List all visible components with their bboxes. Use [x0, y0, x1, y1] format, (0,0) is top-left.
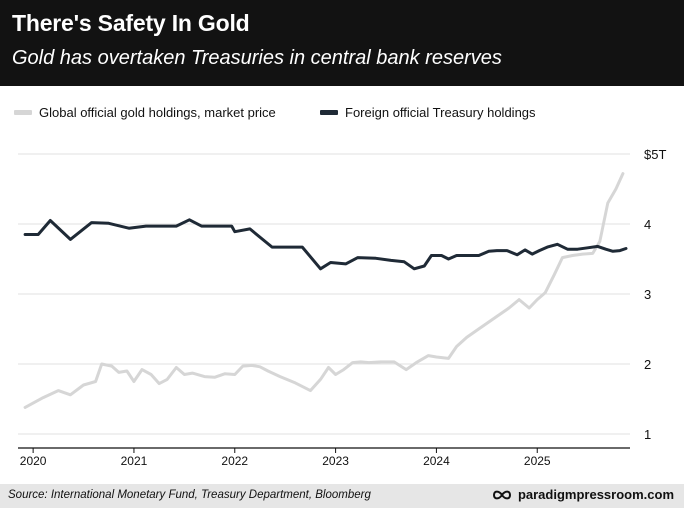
y-tick-label: 1 [644, 427, 651, 442]
infinity-icon [492, 490, 511, 499]
series-line-treasury [23, 218, 628, 271]
x-axis: 2020 2021 2022 2023 2024 2025 [18, 447, 630, 468]
brand-link[interactable]: paradigmpressroom.com [492, 487, 674, 502]
y-tick-label: $5T [644, 147, 666, 162]
x-tick-label: 2024 [423, 454, 450, 468]
x-tick-label: 2023 [322, 454, 349, 468]
legend-swatch-treasury [320, 109, 338, 115]
y-tick-label: 3 [644, 287, 651, 302]
chart-title: There's Safety In Gold [12, 10, 250, 36]
y-axis-tick-labels: 1 2 3 4 $5T [644, 147, 666, 442]
brand-name: paradigmpressroom.com [517, 487, 674, 502]
y-tick-label: 2 [644, 357, 651, 372]
legend-item-treasury: Foreign official Treasury holdings [320, 103, 536, 121]
x-tick-label: 2025 [524, 454, 551, 468]
legend-swatch-gold [14, 109, 32, 115]
chart-subtitle: Gold has overtaken Treasuries in central… [12, 47, 502, 69]
source-note: Source: International Monetary Fund, Tre… [8, 489, 371, 501]
legend-item-gold: Global official gold holdings, market pr… [14, 103, 276, 121]
grid-lines [18, 153, 630, 435]
chart-footer: Source: International Monetary Fund, Tre… [0, 484, 684, 508]
series-line-gold [23, 172, 625, 409]
y-tick-label: 4 [644, 217, 651, 232]
series-lines [23, 172, 628, 409]
x-tick-label: 2020 [20, 454, 47, 468]
legend-label-treasury: Foreign official Treasury holdings [345, 104, 536, 120]
chart-header: There's Safety In Gold Gold has overtake… [0, 0, 684, 86]
line-chart: 2020 2021 2022 2023 2024 2025 1 2 3 4 $5T [18, 147, 666, 468]
x-tick-label: 2022 [221, 454, 248, 468]
x-tick-label: 2021 [121, 454, 148, 468]
legend-label-gold: Global official gold holdings, market pr… [39, 104, 276, 120]
